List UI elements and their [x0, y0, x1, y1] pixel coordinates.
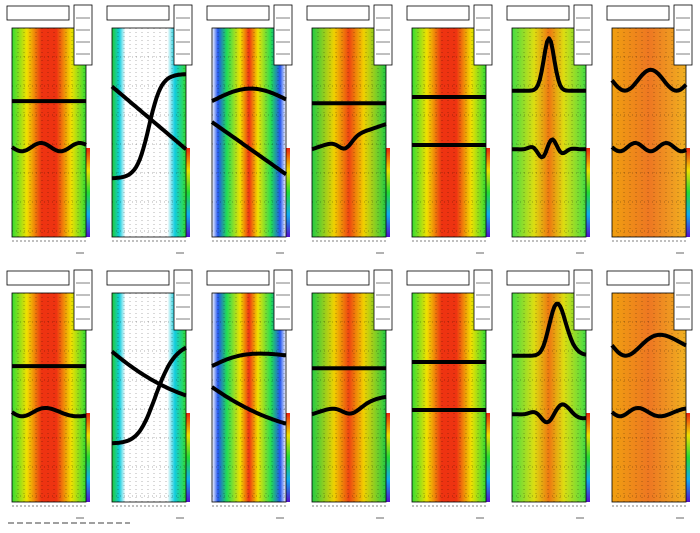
profile-curve: [610, 332, 687, 358]
legend-box: [573, 269, 593, 331]
legend-box: [573, 4, 593, 66]
profile-curve: [511, 36, 587, 93]
legend-box: [73, 269, 93, 331]
legend-box: [373, 4, 393, 66]
color-bar: [686, 413, 690, 502]
color-bar: [86, 413, 90, 502]
color-bar: [286, 148, 290, 237]
profile-curve: [10, 141, 87, 154]
frame: [411, 292, 487, 503]
color-bar: [186, 148, 190, 237]
profile-curve: [211, 351, 287, 368]
profile-curve: [610, 67, 688, 93]
profile-curve: [210, 385, 287, 426]
frame: [11, 292, 87, 503]
color-bar: [686, 148, 690, 237]
color-bar: [386, 148, 390, 237]
stats-box: [306, 5, 370, 21]
stats-box: [606, 5, 670, 21]
legend-box: [273, 269, 293, 331]
legend-box: [273, 4, 293, 66]
profile-curve: [111, 345, 187, 446]
stats-box: [6, 5, 70, 21]
stats-box: [106, 270, 170, 286]
stats-box: [406, 270, 470, 286]
frame: [111, 292, 187, 503]
frame: [111, 27, 187, 238]
legend-box: [673, 269, 693, 331]
profile-curve: [111, 72, 187, 181]
stats-box: [206, 5, 270, 21]
legend-box: [473, 269, 493, 331]
frame: [311, 27, 387, 238]
color-bar: [486, 413, 490, 502]
color-bar: [386, 413, 390, 502]
legend-box: [73, 4, 93, 66]
color-bar: [586, 413, 590, 502]
stats-box: [106, 5, 170, 21]
profile-curve: [211, 86, 287, 103]
frame: [511, 292, 587, 503]
profile-curve: [110, 85, 188, 151]
profile-curve: [511, 301, 587, 358]
frame: [211, 27, 287, 238]
stats-box: [606, 270, 670, 286]
stats-box: [206, 270, 270, 286]
profile-curve: [511, 402, 587, 425]
stats-box: [6, 270, 70, 286]
legend-box: [173, 269, 193, 331]
profile-curve: [610, 406, 687, 419]
profile-curve: [10, 406, 87, 419]
frame: [611, 292, 687, 503]
stats-box: [406, 5, 470, 21]
profile-curve: [210, 120, 288, 176]
color-bar: [586, 148, 590, 237]
frame: [211, 292, 287, 503]
color-bar: [86, 148, 90, 237]
legend-box: [173, 4, 193, 66]
frame: [611, 27, 687, 238]
legend-box: [473, 4, 493, 66]
frame: [511, 27, 587, 238]
profile-curve: [110, 350, 187, 398]
color-bar: [486, 148, 490, 237]
stats-box: [506, 5, 570, 21]
color-bar: [186, 413, 190, 502]
stats-box: [306, 270, 370, 286]
frame: [411, 27, 487, 238]
stats-box: [506, 270, 570, 286]
profile-curve: [610, 141, 687, 154]
profile-curve: [311, 122, 387, 152]
legend-box: [373, 269, 393, 331]
profile-curve: [511, 137, 587, 160]
profile-curve: [311, 394, 387, 417]
color-bar: [286, 413, 290, 502]
frame: [11, 27, 87, 238]
legend-box: [673, 4, 693, 66]
